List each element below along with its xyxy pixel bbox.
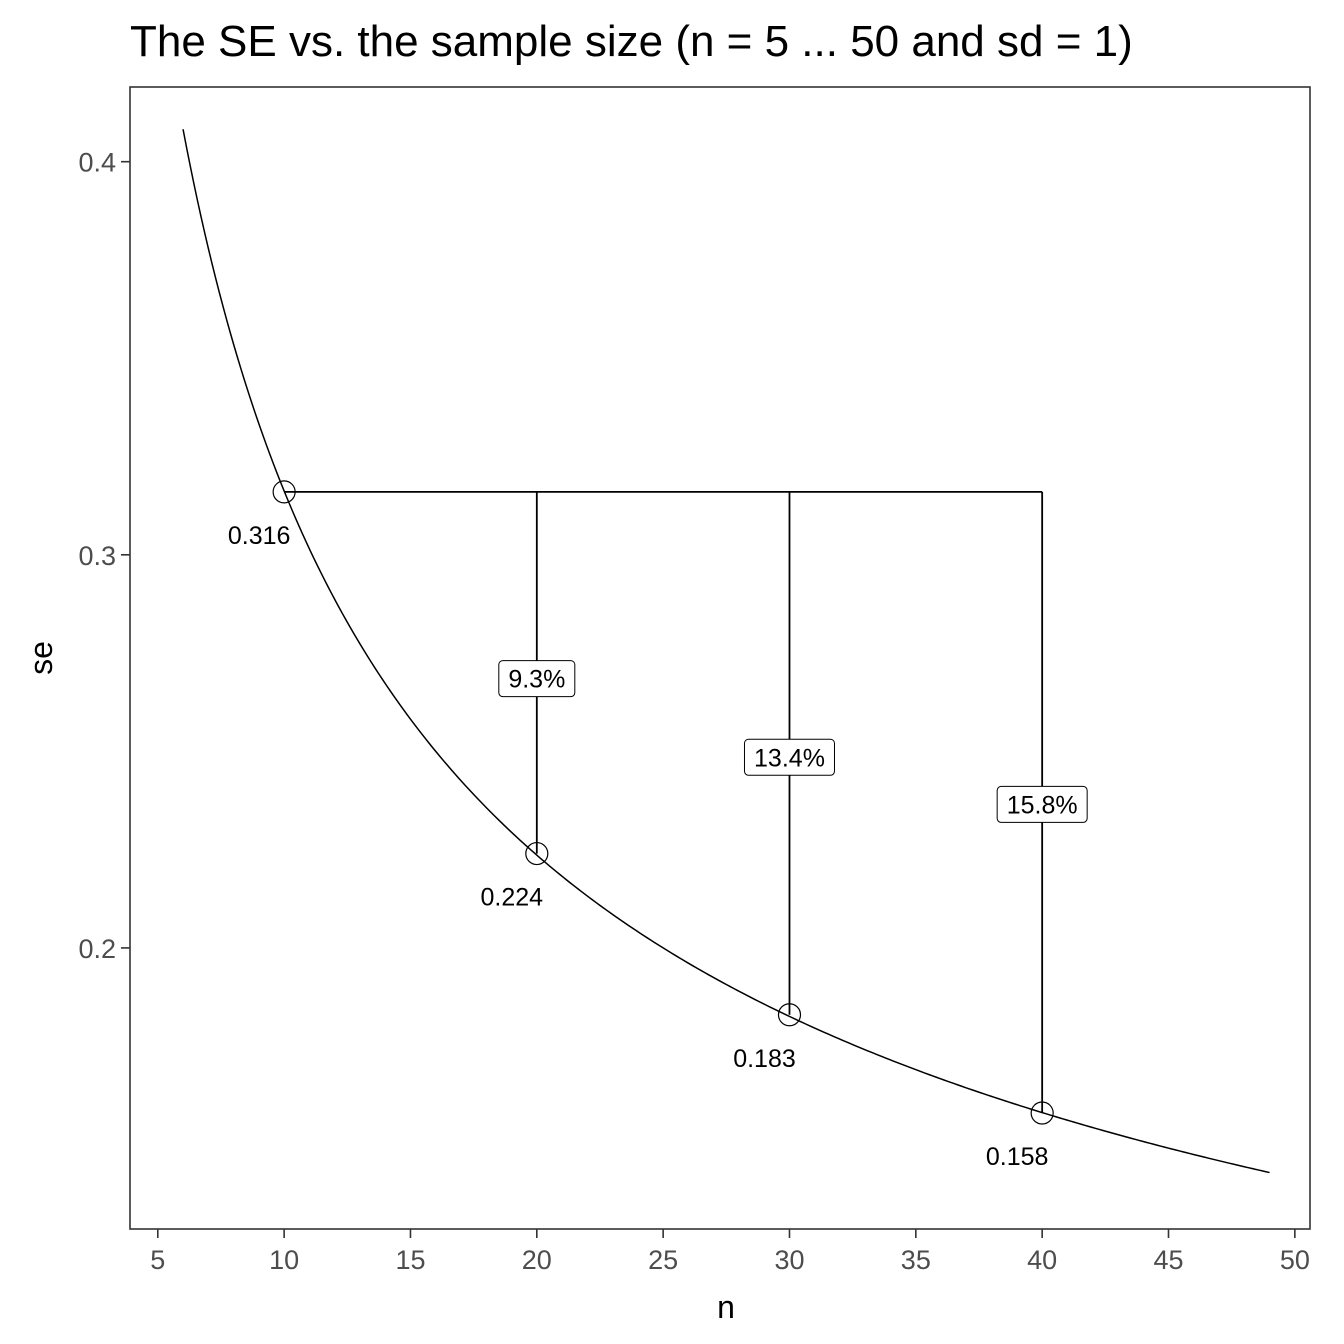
data-point [525,841,549,866]
se-curve [182,129,1270,1174]
x-tick-label: 15 [395,1245,425,1275]
x-tick-label: 30 [774,1245,804,1275]
percent-label-box [743,738,835,776]
x-tick-label: 10 [269,1245,299,1275]
x-tick-label: 25 [648,1245,678,1275]
point-label: 0.316 [228,522,291,550]
percent-label-text: 9.3% [508,666,565,694]
x-axis-label: n [717,1289,735,1325]
y-axis-label: se [23,641,59,675]
plot-panel [129,86,1311,1230]
plot-marks: 0.316 0.224 0.183 0.158 9.3% 13.4% 15.8% [182,129,1270,1174]
x-tick-label: 5 [150,1245,165,1275]
y-tick-label: 0.4 [78,148,116,178]
percent-label: 15.8% [996,785,1088,823]
percent-label-text: 15.8% [1007,791,1078,819]
x-tick-label: 45 [1153,1245,1183,1275]
data-point [272,480,296,504]
data-point [777,1003,802,1027]
percent-label-text: 13.4% [754,744,825,772]
axes: 5 10 15 20 25 30 35 40 45 50 0.2 0.3 0.4 [78,148,1309,1275]
chart-title: The SE vs. the sample size (n = 5 ... 50… [130,17,1133,66]
percent-label-box [996,785,1088,823]
point-label: 0.183 [733,1045,796,1073]
percent-label: 9.3% [498,660,576,698]
x-tick-label: 35 [901,1245,931,1275]
x-tick-label: 20 [522,1245,552,1275]
y-tick-label: 0.3 [78,541,116,571]
x-tick-label: 40 [1027,1245,1057,1275]
percent-label: 13.4% [743,738,835,776]
y-tick-label: 0.2 [78,934,116,964]
point-label: 0.224 [481,884,544,912]
point-label: 0.158 [986,1143,1049,1171]
x-tick-label: 50 [1280,1245,1310,1275]
data-point [1030,1101,1054,1125]
percent-label-box [498,660,576,698]
